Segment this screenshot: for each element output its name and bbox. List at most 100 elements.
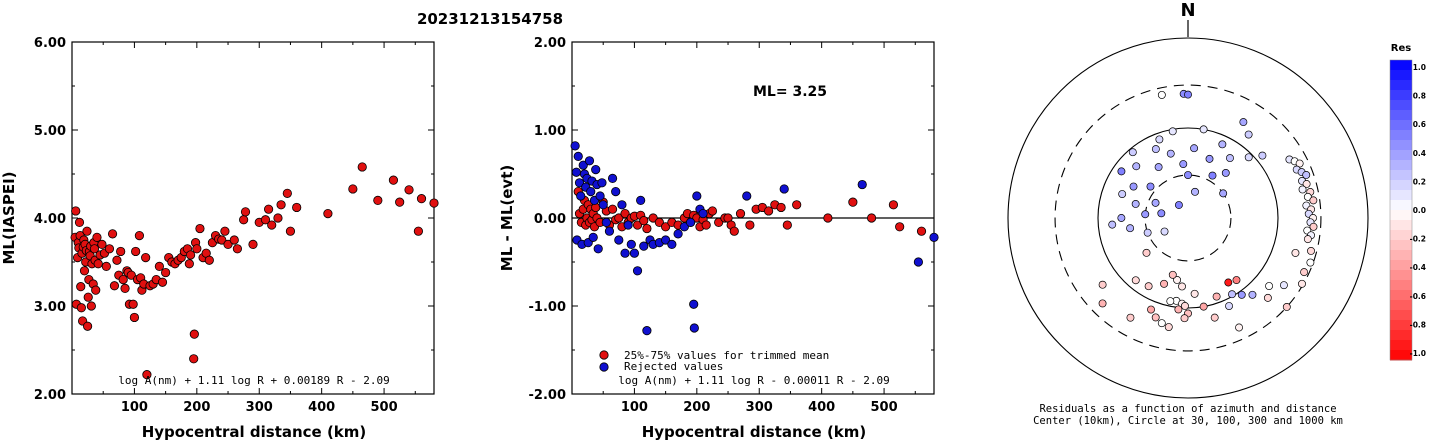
colorbar-cell (1390, 70, 1412, 81)
formula-1: log A(nm) + 1.11 log R + 0.00189 R - 2.0… (118, 374, 390, 387)
x-tick-label: 400 (308, 400, 335, 415)
colorbar-cell (1390, 200, 1412, 211)
data-point (661, 235, 671, 245)
data-point (97, 239, 107, 249)
data-point (248, 239, 258, 249)
data-point (404, 185, 414, 195)
residual-point (1142, 248, 1151, 257)
data-point (673, 229, 683, 239)
colorbar-cell (1390, 100, 1412, 111)
residual-point (1190, 144, 1199, 153)
data-point (654, 217, 664, 227)
data-point (76, 282, 86, 292)
data-point (571, 167, 581, 177)
data-point (120, 283, 130, 293)
residual-point (1126, 313, 1135, 322)
residual-point (1157, 90, 1166, 99)
y-tick-label: 0.00 (534, 212, 566, 227)
data-point (86, 301, 96, 311)
data-point (116, 246, 126, 257)
y-tick-label: 5.00 (34, 124, 66, 139)
data-point (642, 326, 652, 336)
residual-point (1180, 301, 1189, 310)
data-point (604, 226, 615, 236)
colorbar-tick-label: 0.8 (1413, 92, 1426, 101)
colorbar-tick-label: 0.0 (1413, 206, 1426, 215)
data-point (282, 188, 292, 198)
residual-point (1291, 248, 1300, 257)
colorbar-tick-label: 0.2 (1413, 177, 1426, 186)
residual-point (1098, 299, 1107, 308)
data-point (620, 248, 630, 258)
residual-point (1118, 190, 1127, 198)
data-point (601, 217, 611, 227)
colorbar-cell (1390, 320, 1412, 331)
residual-point (1199, 302, 1208, 311)
residual-point (1232, 276, 1241, 285)
polar-caption-1: Residuals as a function of azimuth and d… (1039, 403, 1336, 415)
residual-point (1184, 171, 1192, 180)
x-tick-label: 300 (746, 400, 773, 415)
data-point (71, 206, 81, 216)
data-point (93, 259, 103, 269)
residual-point (1226, 154, 1234, 163)
data-point (679, 222, 689, 232)
residual-point (1307, 247, 1315, 255)
residual-point (1244, 153, 1253, 162)
data-point (578, 160, 588, 170)
colorbar-cell (1390, 150, 1412, 161)
residual-point (1208, 171, 1217, 180)
colorbar-cell (1390, 350, 1412, 361)
y-tick-label: 3.00 (34, 300, 66, 315)
data-point (692, 191, 702, 201)
residual-point (1151, 198, 1160, 207)
panel-ml-vs-distance: 2.00 3.00 4.00 5.00 6.00 100 200 300 400 500 log … (0, 36, 439, 441)
residual-point (1191, 187, 1199, 196)
residual-point (1199, 125, 1208, 134)
residual-point (1235, 323, 1244, 332)
colorbar-cell (1390, 160, 1412, 171)
y-tick-label: -2.00 (529, 388, 566, 403)
data-point (614, 235, 624, 245)
residual-point (1131, 200, 1140, 208)
data-point (131, 246, 141, 257)
x-tick-label: 400 (808, 400, 835, 415)
data-point (574, 178, 585, 188)
data-point (276, 200, 286, 210)
legend-label-rejected: Rejected values (624, 360, 723, 373)
residual-point (1205, 154, 1214, 163)
colorbar-cell (1390, 210, 1412, 221)
residual-point (1298, 185, 1307, 194)
x-tick-label: 100 (121, 400, 148, 415)
colorbar-cells (1389, 59, 1413, 361)
colorbar-cell (1390, 60, 1412, 71)
colorbar-title: Res (1391, 43, 1411, 54)
residual-point (1219, 189, 1228, 198)
colorbar-cell (1390, 80, 1412, 91)
y-tick-label: 2.00 (34, 388, 66, 403)
residual-point (1154, 163, 1163, 172)
residual-point (1168, 127, 1177, 136)
data-point (204, 255, 214, 265)
data-point (857, 179, 867, 190)
data-point (107, 229, 118, 239)
colorbar-cell (1390, 180, 1412, 191)
colorbar-cell (1390, 170, 1412, 181)
data-point (220, 226, 230, 236)
residual-point (1151, 313, 1160, 322)
colorbar-cell (1390, 260, 1412, 271)
data-point (848, 197, 858, 207)
distance-ring (1144, 174, 1232, 262)
data-point (576, 191, 586, 201)
residual-point (1300, 268, 1309, 277)
data-point (632, 220, 643, 230)
data-point (570, 141, 580, 151)
residual-point (1218, 140, 1227, 149)
colorbar-cell (1390, 120, 1412, 131)
colorbar-tick-label: 1.0 (1413, 63, 1426, 72)
residual-point (1224, 278, 1233, 287)
residual-point (1303, 192, 1312, 201)
colorbar-cell (1390, 250, 1412, 261)
data-point (157, 277, 168, 287)
data-point (642, 223, 652, 234)
